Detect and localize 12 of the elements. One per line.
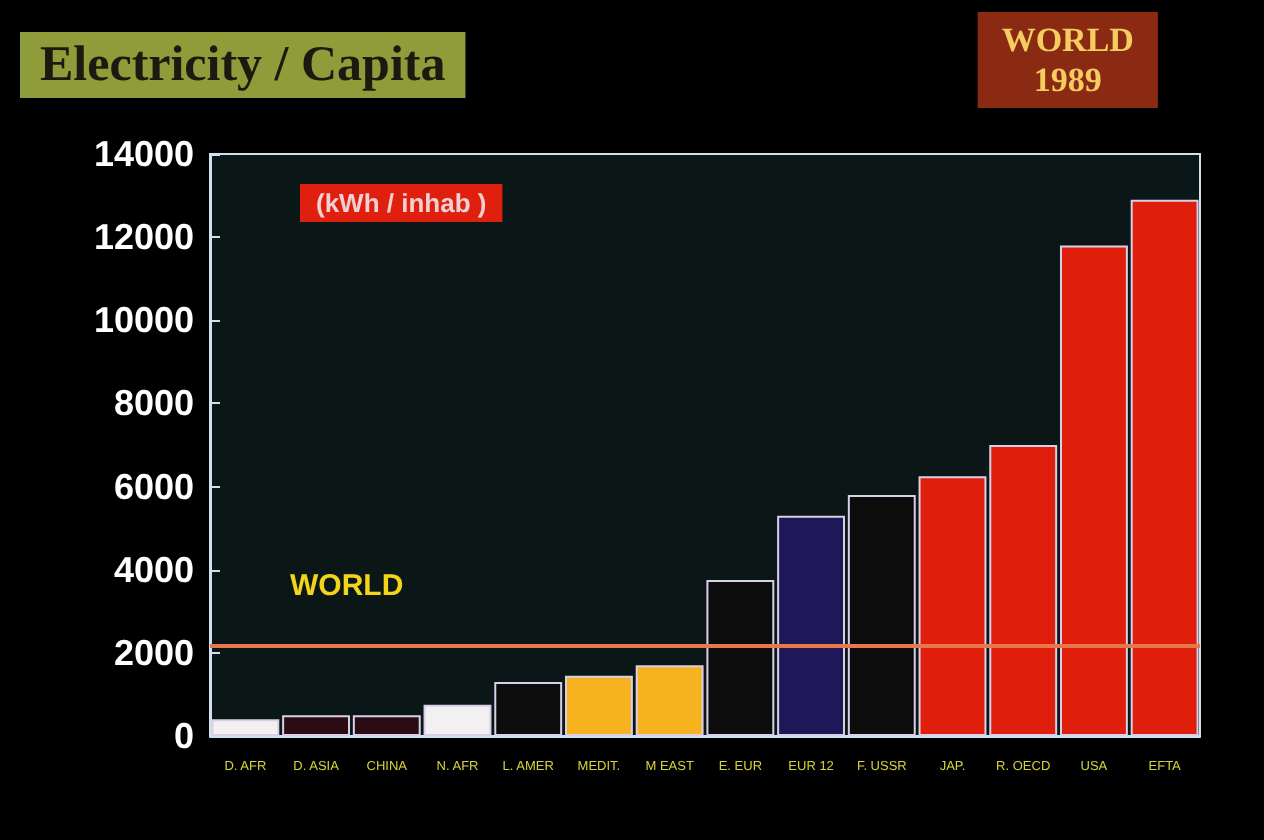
y-tick-label: 8000 bbox=[113, 383, 194, 424]
y-axis-title: (kWh / inhab ) bbox=[316, 188, 487, 218]
y-tick-label: 12000 bbox=[93, 217, 194, 258]
y-tick-label: 2000 bbox=[113, 632, 194, 673]
y-tick-label: 14000 bbox=[93, 134, 194, 174]
y-tick-label: 4000 bbox=[113, 549, 194, 590]
y-tick-label: 0 bbox=[173, 716, 194, 756]
y-tick-label: 10000 bbox=[93, 300, 194, 341]
chart-subtitle: WORLD 1989 bbox=[1001, 21, 1134, 99]
y-tick-label: 6000 bbox=[113, 466, 194, 507]
chart-title: Electricity / Capita bbox=[40, 38, 447, 92]
ref-line-label: WORLD bbox=[290, 568, 404, 603]
